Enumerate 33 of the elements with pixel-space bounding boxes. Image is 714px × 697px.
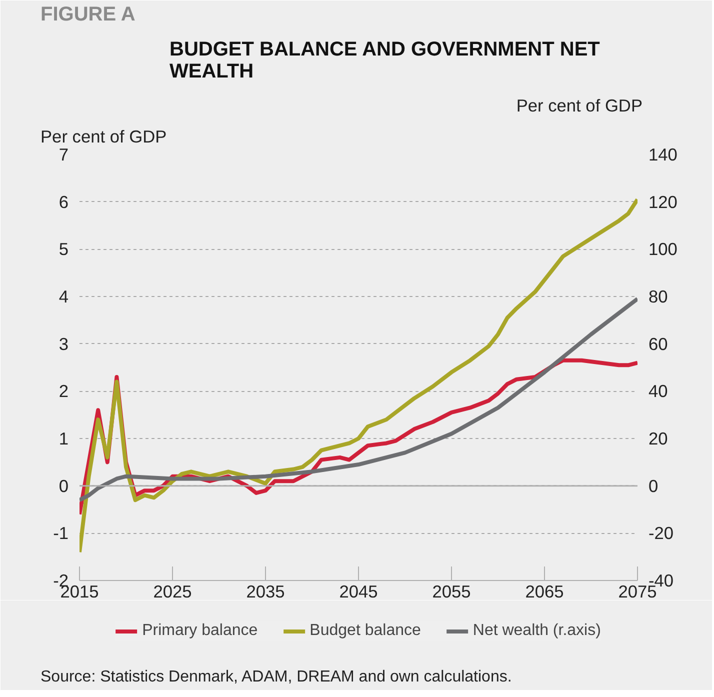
y-tick-label: 3 xyxy=(58,334,69,354)
y-tick-label: 6 xyxy=(58,192,69,212)
chart-subtitle: FIGURE A xyxy=(40,4,136,26)
y-tick-label: 4 xyxy=(58,286,69,306)
y2-tick-label: 100 xyxy=(648,239,678,260)
y-tick-label: 1 xyxy=(58,428,69,448)
x-tick-label: 2065 xyxy=(525,582,564,602)
x-tick-label: 2035 xyxy=(246,582,285,602)
y-tick-label: 2 xyxy=(58,381,69,402)
y2-tick-label: 80 xyxy=(648,286,668,306)
y2-axis-title: Per cent of GDP xyxy=(516,96,643,116)
y2-tick-label: 140 xyxy=(648,144,678,164)
line-series xyxy=(80,296,638,502)
y-tick-label: 7 xyxy=(58,144,69,164)
source-note: Source: Statistics Denmark, ADAM, DREAM and own calculations. xyxy=(40,668,512,686)
y-axis-title: Per cent of GDP xyxy=(40,126,167,146)
y2-tick-label: -20 xyxy=(648,523,674,544)
x-tick-label: 2045 xyxy=(339,582,378,602)
y-tick-label: 5 xyxy=(58,239,69,260)
y-tick-label: -1 xyxy=(53,523,69,544)
legend-label: Net wealth (r.axis) xyxy=(472,622,601,640)
chart-title: BUDGET BALANCE AND GOVERNMENT NET WEALTH xyxy=(170,38,600,82)
line-series xyxy=(80,197,638,554)
x-tick-label: 2025 xyxy=(153,582,192,602)
y2-tick-label: 0 xyxy=(648,476,658,496)
legend-label: Budget balance xyxy=(310,622,421,640)
legend-label: Primary balance xyxy=(142,622,258,640)
y2-tick-label: 40 xyxy=(648,381,668,402)
y-tick-label: 0 xyxy=(58,476,69,496)
y2-tick-label: 120 xyxy=(648,192,678,212)
x-tick-label: 2055 xyxy=(432,582,471,602)
y2-tick-label: 60 xyxy=(648,334,668,354)
y2-tick-label: 20 xyxy=(648,428,668,448)
